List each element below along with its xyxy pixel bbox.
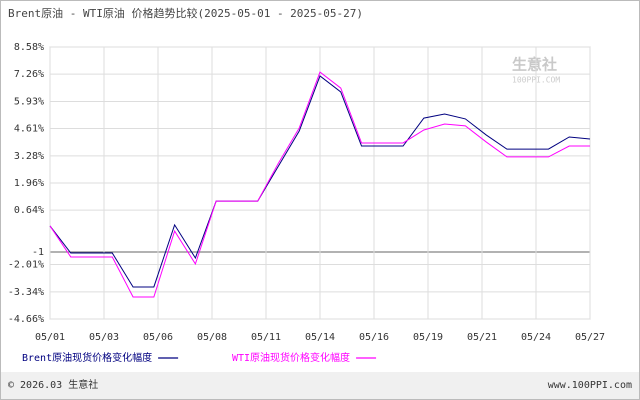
y-tick-label: 3.28%: [14, 151, 44, 162]
footer-bar: [1, 372, 639, 399]
x-tick-label: 05/01: [35, 332, 65, 343]
legend-label: Brent原油现货价格变化幅度: [22, 351, 152, 364]
y-tick-label: 8.58%: [14, 42, 44, 53]
x-tick-label: 05/11: [251, 332, 281, 343]
y-tick-label: -3.34%: [8, 287, 44, 298]
y-tick-label: -4.66%: [8, 314, 44, 325]
series-line: [49, 75, 591, 288]
footer-left: © 2026.03 生意社: [8, 378, 98, 391]
y-tick-label: -1: [32, 247, 44, 258]
y-tick-label: -2.01%: [8, 260, 44, 271]
watermark: 生意社: [512, 56, 557, 74]
x-tick-label: 05/24: [521, 332, 551, 343]
x-tick-label: 05/19: [413, 332, 443, 343]
x-tick-label: 05/21: [467, 332, 497, 343]
x-tick-label: 05/14: [305, 332, 335, 343]
x-tick-label: 05/08: [197, 332, 227, 343]
y-tick-label: 1.96%: [14, 178, 44, 189]
legend-label: WTI原油现货价格变化幅度: [232, 351, 350, 364]
y-tick-label: 5.93%: [14, 96, 44, 107]
series-line: [49, 71, 590, 298]
y-tick-label: 0.64%: [14, 205, 44, 216]
x-tick-label: 05/16: [359, 332, 389, 343]
x-tick-label: 05/03: [89, 332, 119, 343]
footer-right: www.100PPI.com: [548, 380, 632, 391]
x-tick-label: 05/06: [143, 332, 173, 343]
x-tick-label: 05/27: [575, 332, 605, 343]
y-tick-label: 7.26%: [14, 69, 44, 80]
chart-title: Brent原油 - WTI原油 价格趋势比较(2025-05-01 - 2025…: [8, 6, 363, 20]
y-tick-label: 4.61%: [14, 124, 44, 135]
